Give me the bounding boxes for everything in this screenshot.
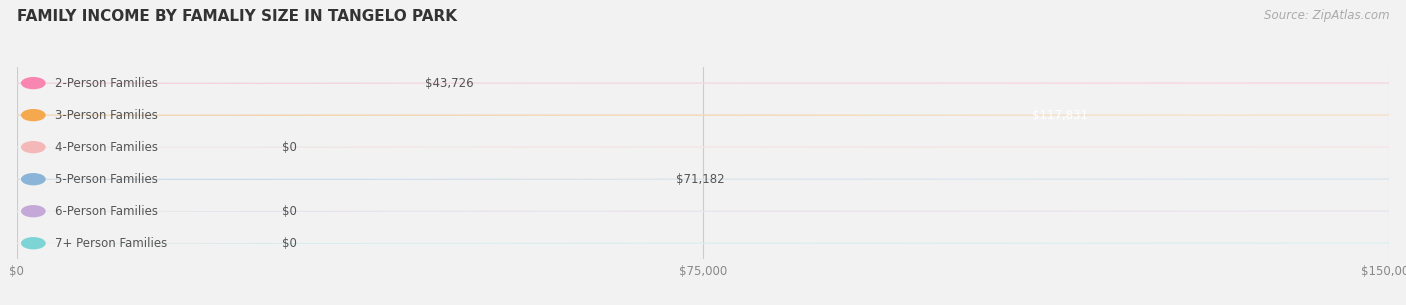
- Text: $43,726: $43,726: [425, 77, 474, 90]
- Ellipse shape: [21, 77, 45, 89]
- Ellipse shape: [0, 73, 271, 93]
- Text: FAMILY INCOME BY FAMALIY SIZE IN TANGELO PARK: FAMILY INCOME BY FAMALIY SIZE IN TANGELO…: [17, 9, 457, 24]
- Ellipse shape: [0, 201, 271, 221]
- Text: $71,182: $71,182: [676, 173, 725, 186]
- Ellipse shape: [17, 106, 1406, 124]
- Ellipse shape: [17, 203, 1406, 220]
- Text: $0: $0: [281, 141, 297, 154]
- Ellipse shape: [17, 74, 1406, 92]
- Ellipse shape: [0, 230, 1389, 257]
- Ellipse shape: [21, 173, 45, 185]
- Ellipse shape: [17, 73, 1406, 93]
- Ellipse shape: [0, 169, 271, 189]
- Ellipse shape: [17, 233, 1406, 253]
- Ellipse shape: [21, 237, 45, 249]
- Ellipse shape: [21, 141, 45, 153]
- Ellipse shape: [17, 102, 1406, 128]
- Ellipse shape: [0, 137, 271, 157]
- Ellipse shape: [0, 170, 668, 188]
- Ellipse shape: [0, 106, 1095, 124]
- Ellipse shape: [0, 203, 42, 220]
- Ellipse shape: [0, 105, 271, 125]
- Ellipse shape: [17, 230, 1406, 257]
- Text: Source: ZipAtlas.com: Source: ZipAtlas.com: [1264, 9, 1389, 22]
- Ellipse shape: [17, 198, 1406, 224]
- Ellipse shape: [17, 235, 1406, 252]
- Text: 6-Person Families: 6-Person Families: [55, 205, 159, 218]
- Ellipse shape: [0, 138, 42, 156]
- Ellipse shape: [17, 169, 1406, 189]
- Ellipse shape: [0, 134, 1389, 160]
- Ellipse shape: [17, 137, 1406, 157]
- Ellipse shape: [0, 74, 418, 92]
- Ellipse shape: [0, 70, 1389, 96]
- Text: $117,831: $117,831: [1032, 109, 1088, 122]
- Ellipse shape: [17, 70, 1406, 96]
- Text: 7+ Person Families: 7+ Person Families: [55, 237, 167, 250]
- Ellipse shape: [17, 201, 1406, 221]
- Ellipse shape: [0, 235, 42, 252]
- Text: $0: $0: [281, 237, 297, 250]
- Ellipse shape: [21, 205, 45, 217]
- Ellipse shape: [17, 105, 1406, 125]
- Ellipse shape: [17, 138, 1406, 156]
- Ellipse shape: [0, 102, 1389, 128]
- Ellipse shape: [21, 109, 45, 121]
- Ellipse shape: [17, 134, 1406, 160]
- Text: 5-Person Families: 5-Person Families: [55, 173, 157, 186]
- Text: $0: $0: [281, 205, 297, 218]
- Ellipse shape: [17, 170, 1406, 188]
- Text: 2-Person Families: 2-Person Families: [55, 77, 159, 90]
- Ellipse shape: [0, 166, 1389, 192]
- Ellipse shape: [0, 233, 271, 253]
- Ellipse shape: [0, 198, 1389, 224]
- Text: 4-Person Families: 4-Person Families: [55, 141, 159, 154]
- Text: 3-Person Families: 3-Person Families: [55, 109, 157, 122]
- Ellipse shape: [17, 166, 1406, 192]
